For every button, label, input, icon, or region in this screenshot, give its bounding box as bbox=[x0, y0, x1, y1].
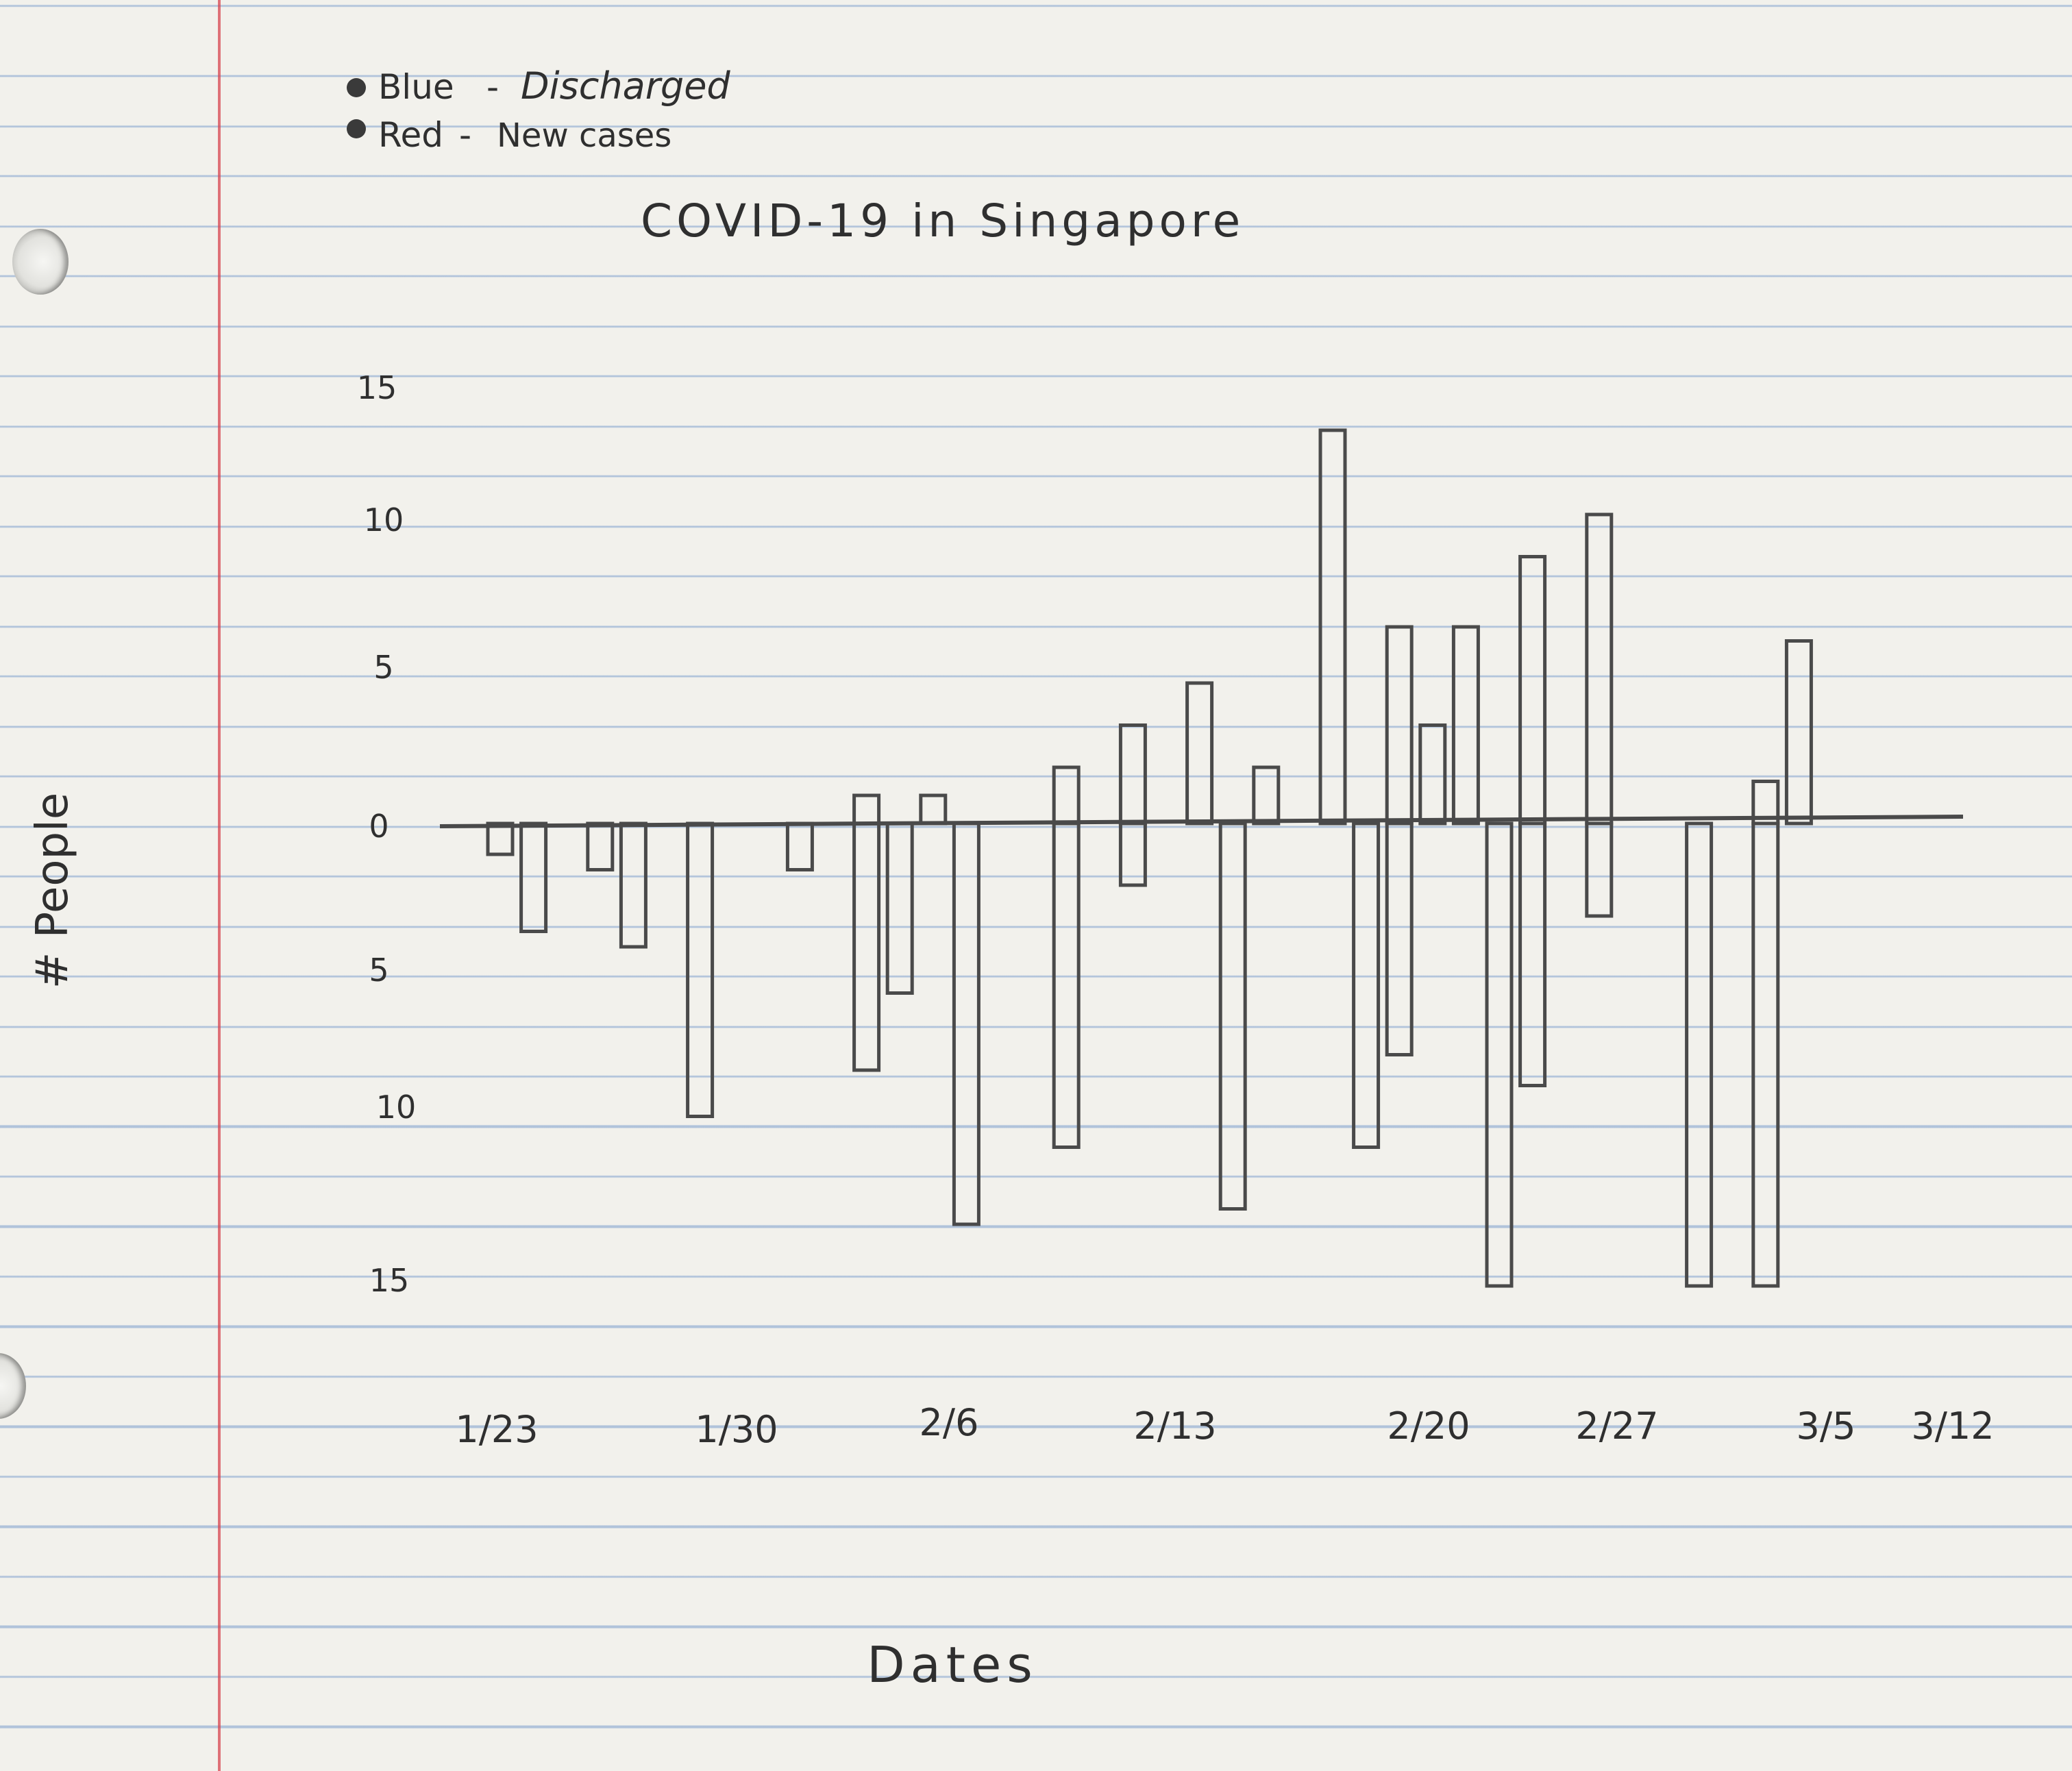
new-cases-bar-2-9 bbox=[1052, 821, 1081, 1149]
discharged-bar-2-20 bbox=[1418, 723, 1447, 826]
discharged-bar-2-17 bbox=[1318, 428, 1347, 826]
x-tick-label-3-12: 3/12 bbox=[1911, 1404, 1994, 1448]
margin-line bbox=[218, 0, 221, 1771]
new-cases-bar-2-18 bbox=[1352, 821, 1381, 1149]
legend-swatch-red bbox=[347, 119, 366, 138]
x-tick-label-1-23: 1/23 bbox=[455, 1408, 538, 1451]
discharged-bar-2-23 bbox=[1518, 555, 1547, 826]
new-cases-bar-2-1 bbox=[785, 821, 814, 871]
y-tick-label-up-15: 15 bbox=[357, 369, 397, 406]
discharged-bar-2-15 bbox=[1252, 765, 1281, 826]
new-cases-bar-2-22 bbox=[1485, 821, 1514, 1288]
x-tick-label-2-6: 2/6 bbox=[920, 1401, 979, 1444]
x-tick-label-2-27: 2/27 bbox=[1575, 1404, 1658, 1448]
y-tick-label-up-10: 10 bbox=[364, 501, 404, 538]
new-cases-bar-2-28 bbox=[1685, 821, 1714, 1288]
bars bbox=[486, 428, 1813, 1288]
x-axis-label: Dates bbox=[867, 1636, 1038, 1694]
legend: Blue - Discharged Red - New cases bbox=[347, 64, 730, 155]
legend-entry-new-cases: New cases bbox=[497, 116, 671, 155]
legend-swatch-blue bbox=[347, 78, 366, 97]
new-cases-bar-2-14 bbox=[1218, 821, 1247, 1211]
legend-swatch-label-red: Red bbox=[378, 115, 443, 155]
discharged-bar-2-11 bbox=[1118, 723, 1147, 826]
chart-title: COVID-19 in Singapore bbox=[641, 195, 1244, 247]
new-cases-bar-1-24 bbox=[519, 821, 548, 933]
discharged-bar-2-5 bbox=[919, 793, 948, 826]
new-cases-bar-1-23 bbox=[486, 821, 515, 856]
x-tick-label-2-20: 2/20 bbox=[1387, 1404, 1470, 1448]
new-cases-bar-1-29 bbox=[686, 821, 715, 1118]
new-cases-bar-1-27 bbox=[619, 821, 648, 949]
new-cases-bar-2-23 bbox=[1518, 821, 1547, 1087]
y-tick-label-down-10: 10 bbox=[376, 1089, 417, 1126]
discharged-bar-2-25 bbox=[1585, 512, 1614, 826]
legend-swatch-label-blue: Blue bbox=[378, 67, 454, 107]
new-cases-bar-2-3 bbox=[852, 821, 881, 1072]
discharged-bar-2-3 bbox=[852, 793, 881, 826]
new-cases-bar-1-26 bbox=[586, 821, 615, 871]
discharged-bar-2-21 bbox=[1451, 625, 1480, 826]
y-tick-label-up-5: 5 bbox=[373, 649, 393, 686]
x-tick-label-1-30: 1/30 bbox=[695, 1408, 778, 1451]
binder-hole bbox=[12, 229, 69, 295]
legend-entry-discharged: Discharged bbox=[521, 64, 730, 108]
x-tick-label-2-13: 2/13 bbox=[1133, 1404, 1216, 1448]
discharged-bar-2-13 bbox=[1185, 681, 1214, 826]
y-axis-label: # People bbox=[27, 793, 78, 989]
new-cases-bar-2-4 bbox=[885, 821, 914, 995]
discharged-bar-3-2 bbox=[1784, 639, 1813, 826]
zero-axis-line bbox=[439, 815, 1964, 828]
y-tick-label-zero: 0 bbox=[369, 808, 388, 845]
y-tick-label-down-5: 5 bbox=[369, 952, 388, 989]
legend-dash: - bbox=[486, 67, 499, 107]
new-cases-bar-2-6 bbox=[952, 821, 981, 1226]
discharged-bar-2-19 bbox=[1385, 625, 1414, 826]
discharged-bar-2-9 bbox=[1052, 765, 1081, 826]
new-cases-bar-3-1 bbox=[1751, 821, 1780, 1288]
y-tick-labels: 15 10 5 0 5 10 15 bbox=[357, 369, 417, 1299]
legend-dash: - bbox=[459, 115, 471, 155]
new-cases-bar-2-11 bbox=[1118, 821, 1147, 887]
x-tick-label-3-5: 3/5 bbox=[1797, 1404, 1856, 1448]
new-cases-bar-2-19 bbox=[1385, 821, 1414, 1056]
new-cases-bar-2-25 bbox=[1585, 821, 1614, 918]
y-tick-label-down-15: 15 bbox=[369, 1262, 410, 1299]
x-tick-labels: 1/23 1/30 2/6 2/13 2/20 2/27 3/5 3/12 bbox=[455, 1401, 1994, 1451]
